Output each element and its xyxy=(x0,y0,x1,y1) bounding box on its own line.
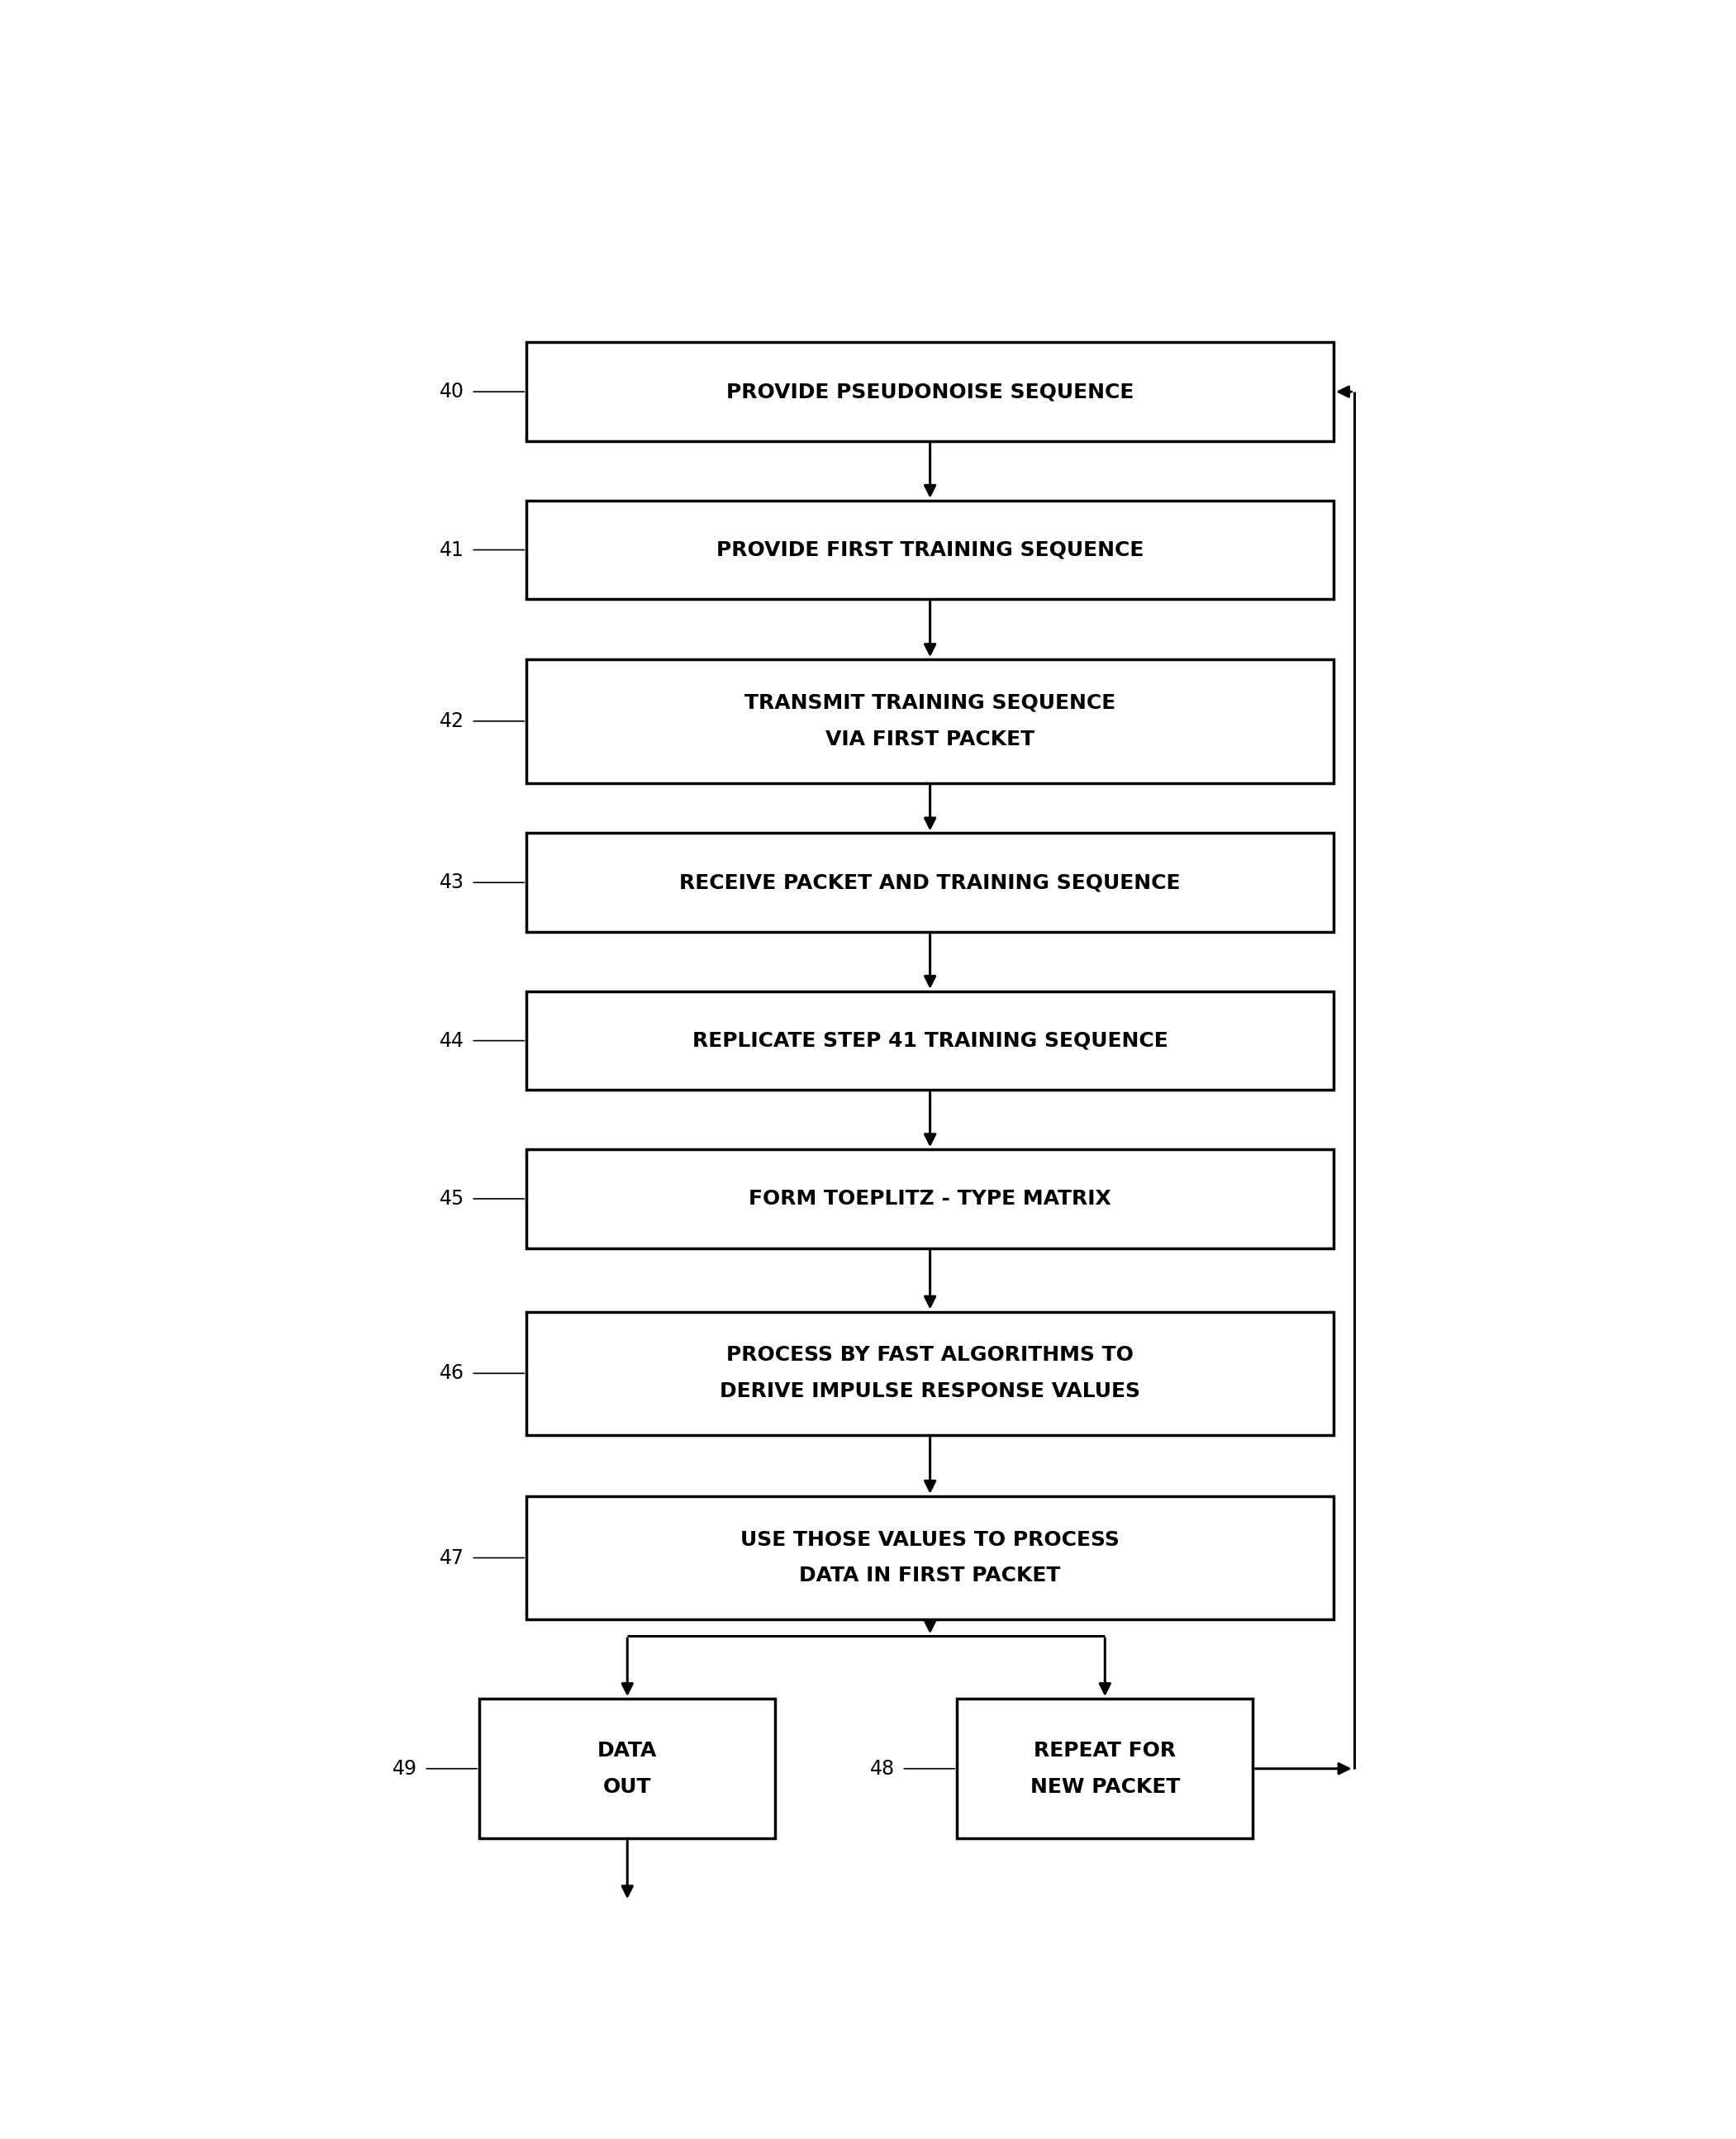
FancyBboxPatch shape xyxy=(479,1698,776,1840)
Text: 46: 46 xyxy=(439,1363,465,1384)
Text: OUT: OUT xyxy=(602,1778,651,1797)
Text: 40: 40 xyxy=(439,383,465,402)
Text: DERIVE IMPULSE RESPONSE VALUES: DERIVE IMPULSE RESPONSE VALUES xyxy=(720,1382,1141,1401)
FancyBboxPatch shape xyxy=(526,342,1333,441)
Text: 43: 43 xyxy=(439,873,465,892)
Text: 44: 44 xyxy=(439,1031,465,1050)
Text: 42: 42 xyxy=(439,712,465,732)
FancyBboxPatch shape xyxy=(526,659,1333,783)
Text: TRANSMIT TRAINING SEQUENCE: TRANSMIT TRAINING SEQUENCE xyxy=(745,693,1116,712)
Text: 49: 49 xyxy=(392,1758,417,1778)
Text: PROVIDE FIRST TRAINING SEQUENCE: PROVIDE FIRST TRAINING SEQUENCE xyxy=(717,539,1144,560)
Text: NEW PACKET: NEW PACKET xyxy=(1029,1778,1180,1797)
FancyBboxPatch shape xyxy=(526,1495,1333,1619)
Text: PROCESS BY FAST ALGORITHMS TO: PROCESS BY FAST ALGORITHMS TO xyxy=(726,1345,1134,1365)
Text: REPLICATE STEP 41 TRAINING SEQUENCE: REPLICATE STEP 41 TRAINING SEQUENCE xyxy=(693,1031,1168,1050)
Text: VIA FIRST PACKET: VIA FIRST PACKET xyxy=(826,729,1035,749)
Text: 47: 47 xyxy=(439,1549,465,1568)
Text: DATA: DATA xyxy=(597,1741,658,1760)
FancyBboxPatch shape xyxy=(526,1311,1333,1435)
Text: REPEAT FOR: REPEAT FOR xyxy=(1035,1741,1175,1760)
Text: FORM TOEPLITZ - TYPE MATRIX: FORM TOEPLITZ - TYPE MATRIX xyxy=(748,1189,1111,1209)
FancyBboxPatch shape xyxy=(526,501,1333,599)
Text: 41: 41 xyxy=(439,539,465,560)
FancyBboxPatch shape xyxy=(526,834,1333,933)
Text: DATA IN FIRST PACKET: DATA IN FIRST PACKET xyxy=(799,1566,1061,1585)
FancyBboxPatch shape xyxy=(526,990,1333,1091)
FancyBboxPatch shape xyxy=(957,1698,1253,1840)
Text: USE THOSE VALUES TO PROCESS: USE THOSE VALUES TO PROCESS xyxy=(741,1529,1120,1549)
Text: PROVIDE PSEUDONOISE SEQUENCE: PROVIDE PSEUDONOISE SEQUENCE xyxy=(726,383,1134,402)
Text: RECEIVE PACKET AND TRAINING SEQUENCE: RECEIVE PACKET AND TRAINING SEQUENCE xyxy=(679,873,1180,892)
FancyBboxPatch shape xyxy=(526,1149,1333,1249)
Text: 45: 45 xyxy=(439,1189,465,1209)
Text: 48: 48 xyxy=(870,1758,896,1778)
